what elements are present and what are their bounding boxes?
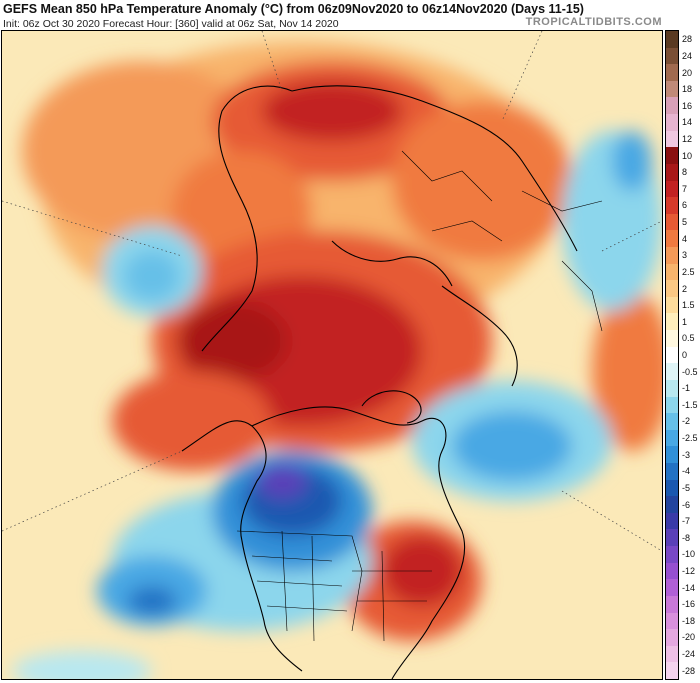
colorbar-segment (666, 114, 678, 132)
colorbar-segment (666, 645, 678, 663)
political-boundaries (236, 150, 603, 642)
colorbar-segment (666, 546, 678, 564)
colorbar-tick-label: -20 (682, 632, 696, 643)
colorbar-segment (666, 230, 678, 248)
cool-anomaly-region (452, 411, 572, 481)
colorbar-segment (666, 579, 678, 597)
colorbar-segment (666, 512, 678, 530)
coastlines (181, 85, 578, 679)
colorbar-tick-label: 8 (682, 167, 688, 178)
colorbar-segment (666, 429, 678, 447)
colorbar-tick-label: -8 (682, 532, 691, 543)
colorbar-segment (666, 463, 678, 481)
colorbar-segment (666, 97, 678, 115)
colorbar-tick-label: 28 (682, 34, 693, 45)
colorbar-segment (666, 612, 678, 630)
graticule (2, 31, 662, 552)
colorbar-tick-label: 10 (682, 150, 693, 161)
colorbar-tick-label: 2.5 (682, 266, 695, 277)
colorbar-segment (666, 296, 678, 314)
colorbar-segment (666, 496, 678, 514)
warm-anomaly-region (392, 101, 572, 261)
warm-anomaly-region (262, 81, 402, 141)
colorbar-segment (666, 130, 678, 148)
colorbar-tick-label: 6 (682, 200, 688, 211)
colorbar-segment (666, 247, 678, 265)
colorbar-tick-label: -14 (682, 582, 696, 593)
colorbar-segment (666, 446, 678, 464)
warm-anomaly-region (592, 291, 662, 451)
colorbar-segment (666, 197, 678, 215)
colorbar-segment (666, 47, 678, 65)
colorbar-segment (666, 64, 678, 82)
colorbar-tick-label: -24 (682, 649, 696, 660)
colorbar (665, 30, 679, 680)
colorbar-tick-label: -2.5 (682, 433, 698, 444)
colorbar-tick-label: -2 (682, 416, 691, 427)
colorbar-segment (666, 330, 678, 348)
colorbar-tick-label: -5 (682, 482, 691, 493)
colorbar-tick-label: 1.5 (682, 300, 695, 311)
colorbar-tick-label: -7 (682, 516, 691, 527)
colorbar-tick-label: 14 (682, 117, 693, 128)
cool-anomaly-region (12, 651, 152, 679)
colorbar-segment (666, 413, 678, 431)
cool-anomaly-region (124, 251, 180, 301)
colorbar-tick-label: 5 (682, 217, 688, 228)
colorbar-tick-label: 7 (682, 183, 688, 194)
colorbar-tick-label: 24 (682, 50, 693, 61)
colorbar-segment (666, 379, 678, 398)
anomaly-map (1, 30, 663, 680)
colorbar-tick-label: 0.5 (682, 333, 695, 344)
colorbar-segment (666, 346, 678, 364)
colorbar-segment (666, 529, 678, 547)
colorbar-tick-label: -1 (682, 383, 691, 394)
colorbar-tick-label: 18 (682, 84, 693, 95)
colorbar-tick-label: -18 (682, 615, 696, 626)
colorbar-segment (666, 213, 678, 231)
colorbar-tick-label: -16 (682, 599, 696, 610)
map-title: GEFS Mean 850 hPa Temperature Anomaly (°… (3, 2, 584, 16)
colorbar-segment (666, 562, 678, 580)
colorbar-tick-label: 2 (682, 283, 688, 294)
colorbar-tick-label: 20 (682, 67, 693, 78)
brand-watermark: TROPICALTIDBITS.COM (525, 16, 662, 28)
colorbar-segment (666, 163, 678, 182)
colorbar-segment (666, 662, 678, 680)
colorbar-segment (666, 313, 678, 331)
colorbar-segment (666, 180, 678, 198)
colorbar-segment (666, 479, 678, 497)
colorbar-tick-label: 0 (682, 350, 688, 360)
colorbar-segment (666, 80, 678, 98)
warm-anomaly-region (112, 371, 272, 471)
map-subtitle: Init: 06z Oct 30 2020 Forecast Hour: [36… (3, 18, 339, 30)
colorbar-tick-label: -6 (682, 499, 691, 510)
cool-anomaly-region (612, 131, 652, 191)
colorbar-tick-label: -0.5 (682, 366, 698, 377)
colorbar-segment (666, 280, 678, 298)
arctic-warm-core (177, 301, 287, 381)
colorbar-tick-label: -12 (682, 566, 696, 576)
colorbar-segment (666, 263, 678, 281)
western-cold-anomaly (127, 586, 177, 616)
colorbar-tick-label: -28 (682, 665, 696, 676)
colorbar-tick-label: 4 (682, 233, 688, 244)
colorbar-tick-label: -3 (682, 449, 691, 460)
colorbar-segment (666, 31, 678, 49)
colorbar-segment (666, 363, 678, 381)
anomaly-map-canvas (2, 31, 662, 679)
western-cold-anomaly (257, 463, 307, 499)
colorbar-tick-label: 16 (682, 100, 693, 111)
colorbar-tick-label: -4 (682, 466, 691, 477)
colorbar-tick-label: 1 (682, 316, 688, 327)
colorbar-tick-label: 12 (682, 134, 693, 144)
colorbar-segment (666, 629, 678, 647)
colorbar-tick-label: 3 (682, 250, 688, 261)
colorbar-segment (666, 147, 678, 165)
colorbar-tick-label: -10 (682, 549, 696, 560)
colorbar-segment (666, 595, 678, 614)
colorbar-tick-label: -1.5 (682, 399, 698, 410)
colorbar-segment (666, 396, 678, 414)
